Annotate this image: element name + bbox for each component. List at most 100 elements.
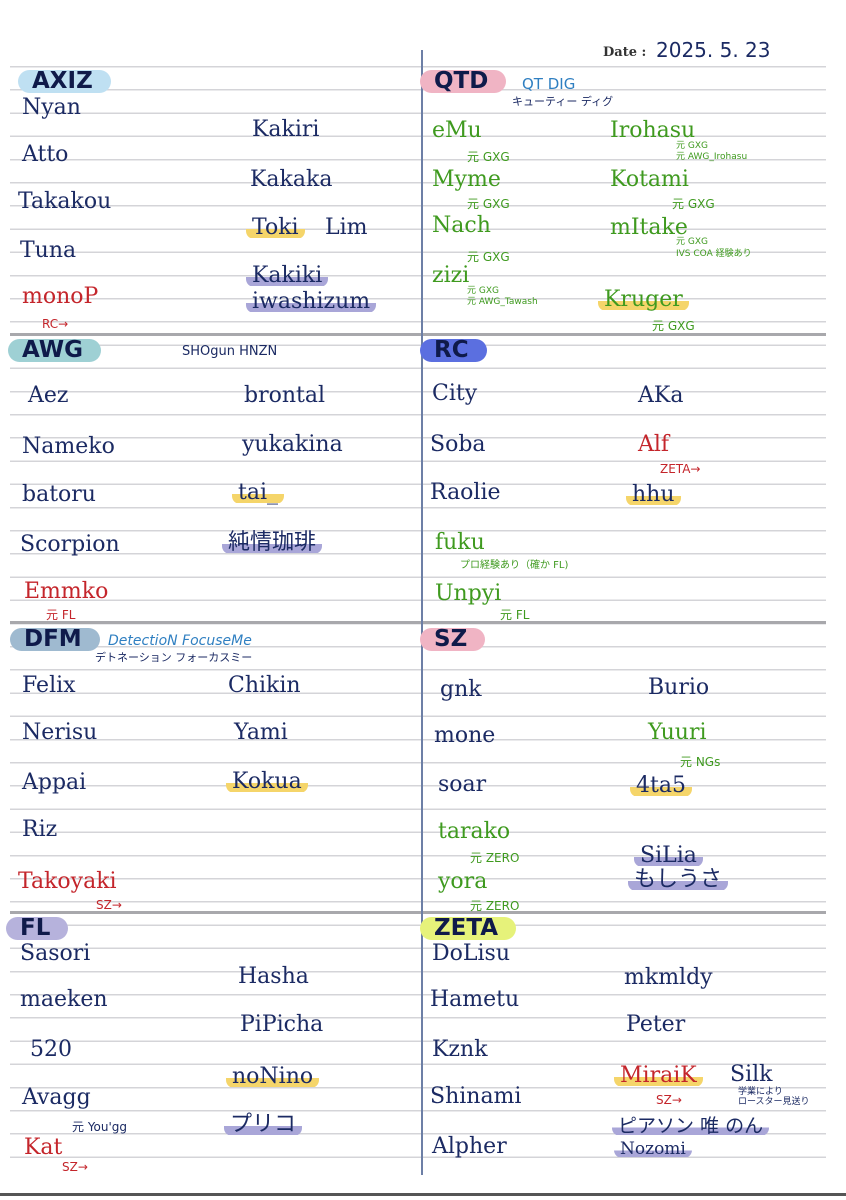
player: Kznk xyxy=(432,1037,488,1062)
player-note: 元 AWG_Irohasu xyxy=(676,152,748,162)
team-name: ZETA xyxy=(420,917,517,940)
player: monoP xyxy=(22,284,99,309)
player: プリコ xyxy=(224,1114,303,1136)
player: PiPicha xyxy=(240,1012,324,1037)
player: Peter xyxy=(626,1012,686,1037)
team-subtitle: SHOgun HNZN xyxy=(182,344,278,359)
player: yukakina xyxy=(242,432,343,457)
player: yora xyxy=(438,869,488,894)
player-note: 元 GXG xyxy=(467,150,510,164)
player: zizi xyxy=(432,263,470,288)
team-name: AXIZ xyxy=(18,70,111,93)
player: 純情珈琲 xyxy=(222,532,323,554)
player: DoLisu xyxy=(432,941,510,966)
player: 4ta5 xyxy=(630,775,692,797)
player: gnk xyxy=(440,677,482,702)
team-name: DFM xyxy=(10,628,100,651)
player: もしうさ xyxy=(628,869,729,891)
column-divider xyxy=(421,50,423,1175)
team-subtitle: DetectioN FocuseMe xyxy=(108,633,252,649)
player: tarako xyxy=(438,819,511,844)
page-edge xyxy=(0,1193,846,1196)
player: Kakiri xyxy=(252,117,320,142)
player: Aez xyxy=(28,383,69,408)
player: Takoyaki xyxy=(18,869,117,894)
player-note: SZ→ xyxy=(96,898,122,912)
player: hhu xyxy=(626,484,681,506)
section-divider xyxy=(10,621,826,624)
player: MiraiK xyxy=(614,1065,703,1087)
player: Raolie xyxy=(430,480,501,505)
player: Nozomi xyxy=(614,1141,692,1158)
player: Kakiki xyxy=(246,265,329,287)
player: Yami xyxy=(234,720,288,745)
player: Felix xyxy=(22,673,76,698)
player-note: プロ経験あり（確か FL) xyxy=(460,560,569,571)
team-name: AWG xyxy=(8,339,102,362)
player: Alf xyxy=(638,432,670,457)
player-note: 元 GXG xyxy=(652,319,695,333)
date-label: Date : xyxy=(603,45,647,60)
player: soar xyxy=(438,772,487,797)
player-note: ロースター見送り xyxy=(738,1097,810,1107)
team-subtitle: デトネーション フォーカスミー xyxy=(95,651,253,664)
player: Kotami xyxy=(610,167,689,192)
player-note: 元 GXG xyxy=(467,286,499,296)
team-subtitle: キューティー ディグ xyxy=(512,95,614,108)
player-note: SZ→ xyxy=(62,1160,88,1174)
player-note: 元 ZERO xyxy=(470,851,520,865)
team-subtitle: QT DIG xyxy=(522,75,576,93)
player: Hasha xyxy=(238,964,309,989)
player: Unpyi xyxy=(435,581,502,606)
team-name: QTD xyxy=(420,70,507,93)
player: Burio xyxy=(648,675,710,700)
player: Hametu xyxy=(430,987,520,1012)
player: Nach xyxy=(432,213,491,238)
player: Riz xyxy=(22,817,58,842)
player: City xyxy=(432,381,478,406)
player: Sasori xyxy=(20,941,91,966)
player: iwashizum xyxy=(246,291,377,313)
player-note: 元 NGs xyxy=(680,755,721,769)
player: SiLia xyxy=(634,845,703,867)
player: Chikin xyxy=(228,673,301,698)
player-note: 元 AWG_Tawash xyxy=(467,297,538,307)
team-name: FL xyxy=(6,917,69,940)
player: ピアソン 唯 のん xyxy=(612,1117,770,1136)
player: 520 xyxy=(30,1037,72,1062)
section-divider xyxy=(10,911,826,914)
player: eMu xyxy=(432,118,482,143)
player: Alpher xyxy=(432,1134,507,1159)
player: noNino xyxy=(226,1066,320,1088)
player: Kruger xyxy=(598,289,689,311)
player-note: SZ→ xyxy=(656,1093,682,1107)
player-note: 元 You'gg xyxy=(72,1120,128,1134)
player: Nyan xyxy=(22,95,81,120)
player-note: 元 GXG xyxy=(672,197,715,211)
player: Takakou xyxy=(18,189,112,214)
date-value: 2025. 5. 23 xyxy=(656,38,771,62)
player: batoru xyxy=(22,482,96,507)
player: Emmko xyxy=(24,579,109,604)
player: mone xyxy=(434,723,496,748)
player: brontal xyxy=(244,383,326,408)
player: Myme xyxy=(432,167,501,192)
player-note: 元 GXG xyxy=(676,237,708,247)
player-note: 元 FL xyxy=(46,608,76,622)
player-note: 学業により xyxy=(738,1087,783,1097)
player: fuku xyxy=(435,530,485,555)
ruled-lines xyxy=(10,66,826,1166)
player: Kakaka xyxy=(250,167,333,192)
player: Atto xyxy=(22,142,69,167)
player-note: 元 GXG xyxy=(676,141,708,151)
player: Scorpion xyxy=(20,532,120,557)
player-note: 元 GXG xyxy=(467,197,510,211)
player: Kokua xyxy=(226,771,308,793)
player: mkmldy xyxy=(624,965,713,990)
section-divider xyxy=(10,333,826,336)
player: Avagg xyxy=(22,1085,91,1110)
player-note: 元 FL xyxy=(500,608,530,622)
player: Soba xyxy=(430,432,486,457)
player: Appai xyxy=(22,770,87,795)
